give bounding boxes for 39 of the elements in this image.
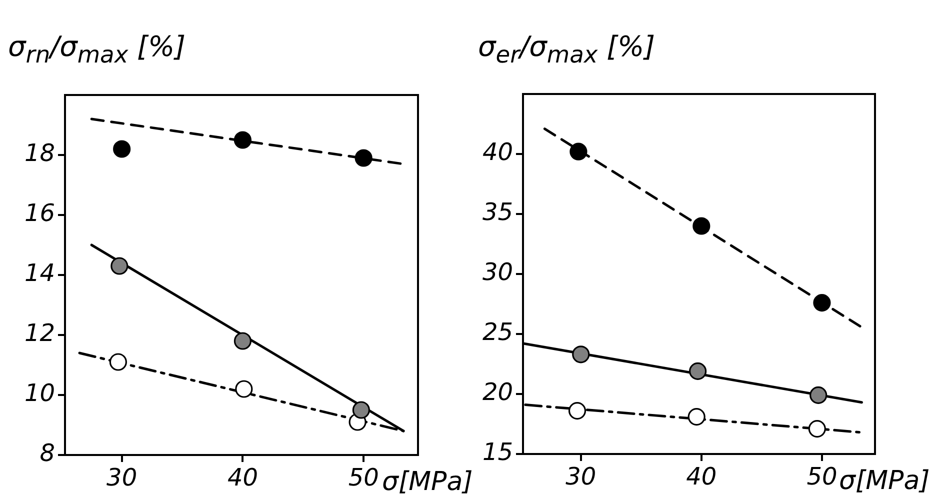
x-axis-title: σ[MPa] — [382, 467, 473, 497]
point — [810, 386, 828, 404]
y-axis-title: σ$_{er}$/σ$_{max}$ [%] — [478, 30, 656, 69]
x-tick-label: 30 — [106, 464, 138, 492]
y-tick-label: 15 — [482, 438, 513, 466]
point — [808, 420, 826, 438]
y-tick-label: 30 — [482, 258, 513, 286]
y-tick-label: 12 — [24, 319, 55, 348]
x-tick-label: 50 — [348, 464, 379, 492]
point — [234, 332, 252, 350]
x-tick-label: 50 — [806, 462, 838, 491]
y-tick-label: 25 — [482, 318, 513, 346]
x-tick-label: 40 — [227, 464, 258, 492]
x-axis-title: σ[MPa] — [839, 466, 930, 496]
point — [113, 140, 131, 158]
point — [570, 142, 588, 160]
point — [813, 294, 831, 312]
y-tick-label: 40 — [482, 138, 513, 166]
y-tick-label: 16 — [24, 199, 55, 228]
x-tick-label: 40 — [686, 462, 717, 491]
y-tick-label: 8 — [40, 439, 55, 468]
y-tick-label: 10 — [24, 379, 55, 408]
point — [572, 346, 590, 364]
point — [692, 217, 710, 235]
point — [235, 380, 253, 398]
point — [688, 408, 706, 426]
y-tick-label: 35 — [482, 198, 513, 226]
y-tick-label: 14 — [24, 259, 55, 288]
point — [688, 362, 707, 380]
y-axis-title: σ$_{rn}$/σ$_{max}$ [%] — [8, 30, 186, 69]
y-tick-label: 18 — [24, 139, 55, 168]
point — [234, 131, 252, 149]
point — [352, 401, 370, 419]
point — [110, 257, 128, 275]
point — [109, 353, 127, 371]
point — [568, 402, 586, 420]
x-tick-label: 30 — [566, 462, 596, 491]
point — [354, 149, 372, 167]
y-tick-label: 20 — [482, 378, 513, 406]
